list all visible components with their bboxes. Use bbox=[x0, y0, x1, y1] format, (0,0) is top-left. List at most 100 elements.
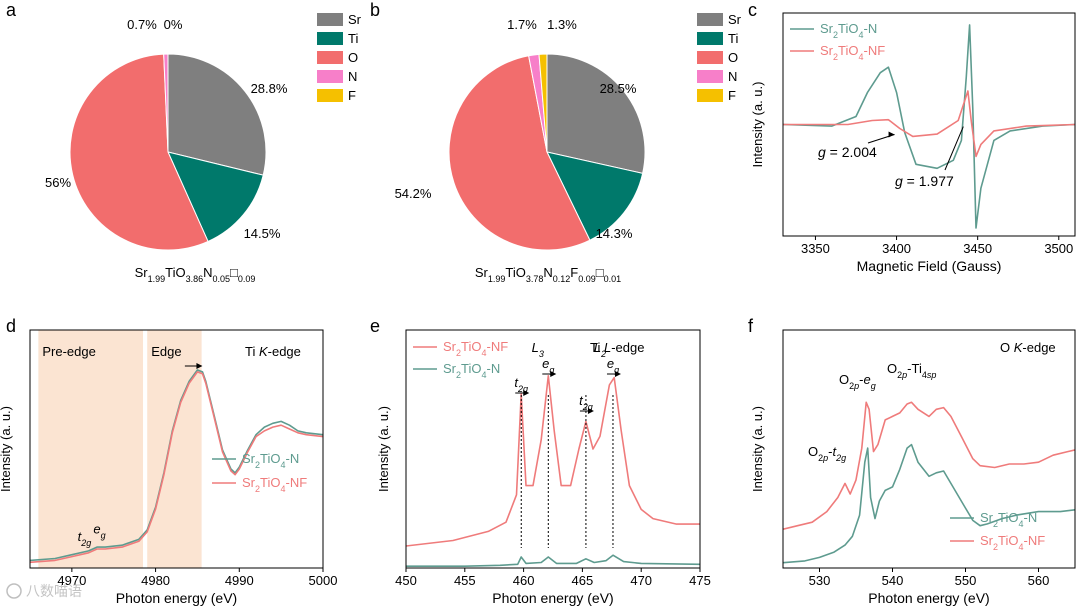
text-run: t bbox=[514, 375, 519, 390]
text-run: TiO bbox=[838, 21, 858, 36]
text-run: g bbox=[818, 144, 826, 160]
text-run: 4 bbox=[858, 30, 863, 40]
x-axis-label: Photon energy (eV) bbox=[868, 590, 989, 606]
text-run: -NF bbox=[1024, 533, 1046, 548]
legend-swatch-sr bbox=[317, 13, 343, 26]
text-run: 2 bbox=[818, 453, 823, 463]
text-run: -Ti bbox=[907, 361, 922, 376]
text-run: 4 bbox=[858, 52, 863, 62]
x-axis-label: Photon energy (eV) bbox=[116, 590, 237, 606]
text-run: 2 bbox=[897, 370, 902, 380]
text-run: TiO bbox=[461, 339, 481, 354]
text-run: e bbox=[93, 521, 100, 536]
text-run: 0.05 bbox=[213, 274, 231, 284]
text-run: TiO bbox=[165, 265, 185, 280]
x-axis-label: Magnetic Field (Gauss) bbox=[857, 258, 1002, 274]
text-run: 0.01 bbox=[604, 274, 622, 284]
text-run: O bbox=[887, 361, 897, 376]
plot-area bbox=[783, 401, 1075, 564]
series-line bbox=[783, 24, 1075, 229]
text-run: g bbox=[549, 365, 554, 375]
text-run: 2 bbox=[993, 519, 998, 529]
annotation-g-2004: g = 2.004 bbox=[818, 144, 877, 160]
series-line bbox=[783, 443, 1075, 564]
text-run: 4 bbox=[481, 370, 486, 380]
text-run: 4 bbox=[1018, 519, 1023, 529]
feature-label: O2p-eg bbox=[839, 372, 876, 391]
pie-label-f: 0% bbox=[164, 17, 183, 32]
panel-letter-d: d bbox=[6, 316, 16, 336]
annotation-arrow bbox=[944, 126, 964, 171]
text-run: = 1.977 bbox=[903, 173, 954, 189]
legend-label-f: F bbox=[348, 88, 356, 103]
x-tick-label: 4970 bbox=[57, 573, 86, 588]
legend-label-n: N bbox=[348, 69, 357, 84]
text-run: 3 bbox=[539, 349, 544, 359]
text-run: - bbox=[859, 372, 863, 387]
text-run: e bbox=[607, 356, 614, 371]
pie-label-ti: 14.5% bbox=[244, 226, 281, 241]
text-run: TiO bbox=[838, 43, 858, 58]
x-tick-label: 4990 bbox=[225, 573, 254, 588]
edge-label: L3 bbox=[532, 340, 544, 359]
pie-chart-a: 28.8% 14.5% 56% 0.7% 0% bbox=[45, 17, 288, 251]
text-run: TiO bbox=[461, 361, 481, 376]
text-run: sp bbox=[927, 370, 937, 380]
text-run: TiO bbox=[260, 475, 280, 490]
text-run: TiO bbox=[998, 510, 1018, 525]
legend-label: Sr2TiO4-NF bbox=[242, 475, 307, 494]
text-run: - bbox=[828, 444, 832, 459]
legend-label: Sr2TiO4-N bbox=[820, 21, 877, 40]
formula-b: Sr1.99TiO3.78N0.12F0.09□0.01 bbox=[475, 265, 621, 284]
series-line bbox=[406, 554, 700, 567]
legend-label-ti: Ti bbox=[728, 31, 738, 46]
pie-slice-sr bbox=[167, 53, 267, 176]
y-axis-label: Intensity (a. u.) bbox=[376, 406, 391, 492]
legend-label: Sr2TiO4-N bbox=[980, 510, 1037, 529]
text-run: t bbox=[579, 393, 584, 408]
text-run: O bbox=[808, 444, 818, 459]
panel-letter-e: e bbox=[370, 316, 380, 336]
pie-slice-sr bbox=[546, 53, 646, 174]
pie-label-o: 54.2% bbox=[395, 186, 432, 201]
text-run: e bbox=[864, 372, 871, 387]
x-tick-label: 465 bbox=[572, 573, 594, 588]
pie-slice-ti bbox=[546, 151, 644, 241]
text-run: 2 bbox=[600, 349, 606, 359]
text-run: -edge bbox=[268, 344, 301, 359]
pie-label-n: 0.7% bbox=[127, 17, 157, 32]
legend-label-o: O bbox=[348, 50, 358, 65]
axes-frame bbox=[782, 12, 1076, 237]
x-tick-label: 540 bbox=[882, 573, 904, 588]
peak-label: t2g bbox=[579, 393, 593, 412]
text-run: -edge bbox=[1022, 340, 1055, 355]
text-run: Sr bbox=[820, 43, 834, 58]
pie-slice-f bbox=[538, 53, 548, 153]
panel-letter-c: c bbox=[748, 0, 757, 20]
x-tick-label: 460 bbox=[513, 573, 535, 588]
text-run: N bbox=[543, 265, 552, 280]
edge-name: Ti L-edge bbox=[590, 340, 644, 355]
text-run: Ti bbox=[590, 340, 604, 355]
pie-slice-o bbox=[448, 55, 591, 251]
axes-frame bbox=[405, 329, 701, 569]
text-run: 2g bbox=[80, 538, 91, 548]
x-tick-label: 4980 bbox=[141, 573, 170, 588]
text-run: 2 bbox=[833, 52, 838, 62]
text-run: -NF bbox=[864, 43, 886, 58]
legend-label-ti: Ti bbox=[348, 31, 358, 46]
edge-name: Ti K-edge bbox=[245, 344, 301, 359]
text-run: e bbox=[542, 356, 549, 371]
series-line bbox=[30, 369, 323, 562]
text-run: -N bbox=[864, 21, 878, 36]
text-run: = 2.004 bbox=[826, 144, 877, 160]
legend-b: Sr Ti ONF bbox=[697, 12, 742, 103]
text-run: Sr bbox=[242, 475, 256, 490]
arrow-head bbox=[550, 371, 557, 377]
pie-label-n: 1.7% bbox=[507, 17, 537, 32]
plot-area bbox=[406, 375, 700, 567]
y-axis-label: Intensity (a. u.) bbox=[750, 82, 765, 168]
text-run: g bbox=[101, 530, 106, 540]
